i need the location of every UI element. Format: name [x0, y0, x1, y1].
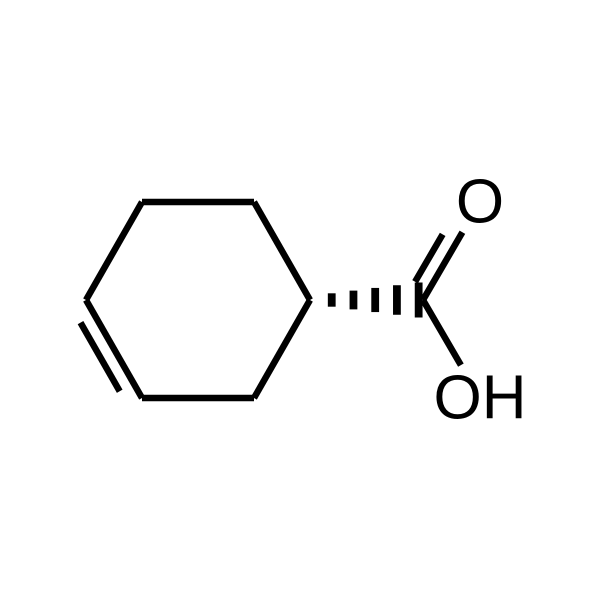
hydroxyl-label: OH: [434, 364, 527, 433]
label-layer: O OH: [434, 168, 527, 433]
bond-layer: [81, 202, 463, 398]
double-bond-oxygen-label: O: [456, 168, 504, 237]
molecule-diagram: O OH: [0, 0, 600, 600]
